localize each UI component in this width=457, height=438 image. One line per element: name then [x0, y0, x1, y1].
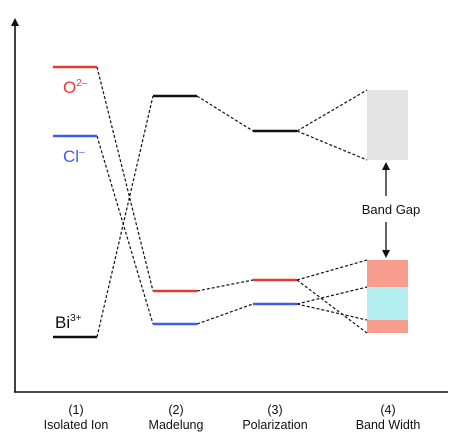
- stage-number-3: (3): [267, 403, 282, 417]
- stage-name-1: Isolated Ion: [44, 418, 109, 432]
- ion-label-bi: Bi3+: [55, 313, 82, 332]
- valence-band-cl: [367, 287, 408, 320]
- connector-lines: [96, 66, 368, 338]
- band-gap-label: Band Gap: [362, 202, 421, 217]
- stage-name-4: Band Width: [356, 418, 421, 432]
- stage-name-3: Polarization: [242, 418, 307, 432]
- stage-number-2: (2): [168, 403, 183, 417]
- ion-label-cl: Cl–: [63, 147, 85, 166]
- stage-name-2: Madelung: [149, 418, 204, 432]
- conduction-band: [367, 90, 408, 160]
- stage-number-4: (4): [380, 403, 395, 417]
- ion-label-o: O2–: [63, 78, 88, 97]
- valence-band-o-lower: [367, 320, 408, 333]
- valence-band-o-upper: [367, 260, 408, 287]
- stage-number-1: (1): [68, 403, 83, 417]
